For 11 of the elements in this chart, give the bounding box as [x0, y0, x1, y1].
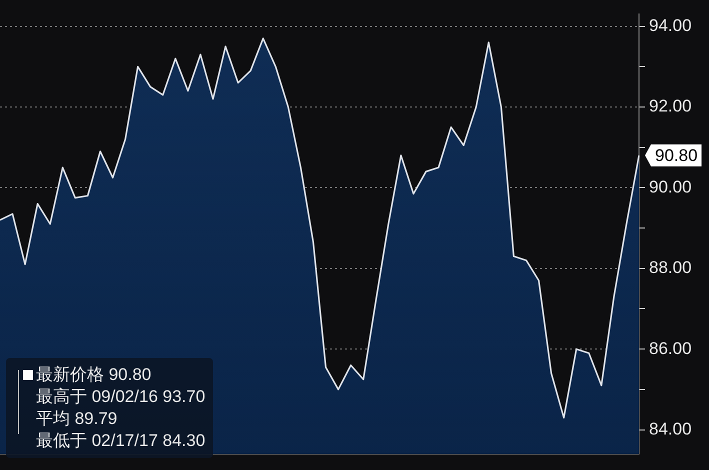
y-tick-label: 92.00: [649, 96, 692, 116]
y-tick-label: 84.00: [649, 419, 692, 438]
annotation: 最新价格 90.80: [36, 364, 152, 386]
annotation: 最低于 02/17/17 84.30: [36, 430, 206, 452]
y-tick-label: 94.00: [649, 16, 692, 35]
annotation: 平均 89.79: [36, 408, 118, 430]
y-tick-label: 88.00: [649, 258, 692, 278]
annotation: 最高于 09/02/16 93.70: [36, 386, 206, 408]
text: 90.80: [655, 146, 698, 166]
y-tick-label: 90.00: [649, 177, 692, 196]
y-tick-label: 86.00: [649, 338, 692, 358]
